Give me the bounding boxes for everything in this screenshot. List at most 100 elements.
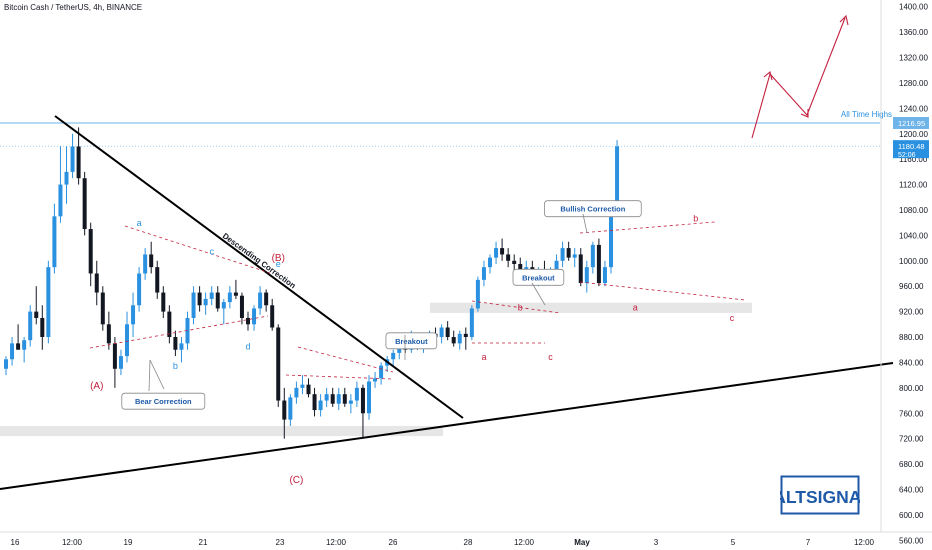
bear-candle (82, 178, 87, 230)
callout-box (544, 200, 642, 218)
callout-pointer (582, 213, 588, 234)
x-tick-label: 12:00 (514, 538, 535, 547)
correction-channel-line (89, 315, 269, 349)
x-tick-label: 7 (806, 538, 811, 547)
bull-candle (4, 359, 8, 369)
support-zone (0, 425, 443, 437)
bear-candle (445, 327, 450, 338)
bear-candle (100, 292, 105, 325)
bear-candle (173, 337, 178, 350)
wave-label: b (518, 302, 523, 312)
bull-candle (125, 324, 129, 357)
bull-candle (379, 365, 384, 379)
bear-candle (578, 254, 583, 284)
bull-candle (300, 384, 305, 388)
bull-candle (584, 267, 589, 284)
y-tick-label: 600.00 (899, 511, 924, 520)
bear-candle (282, 400, 287, 420)
x-tick-label: 3 (654, 538, 659, 547)
x-tick-label: 16 (11, 538, 20, 547)
wave-label: e (276, 259, 281, 269)
y-tick-label: 760.00 (899, 409, 924, 418)
wave-label: c (730, 313, 735, 323)
bull-candle (252, 308, 257, 325)
bull-candle (609, 206, 613, 268)
correction-channel-line (285, 374, 393, 380)
y-tick-label: 880.00 (899, 333, 924, 342)
altsignals-logo: @ALTSIGNALS (756, 475, 884, 515)
y-tick-label: 1320.00 (899, 54, 928, 63)
bear-candle (451, 337, 456, 344)
y-tick-label: 1280.00 (899, 79, 928, 88)
y-tick-label: 960.00 (899, 282, 924, 291)
arrowhead (839, 14, 849, 26)
descending-correction-label: Descending Correction (221, 231, 298, 290)
bear-candle (596, 244, 601, 284)
y-tick-label: 800.00 (899, 384, 924, 393)
y-tick-label: 640.00 (899, 485, 924, 494)
bear-candle (167, 311, 172, 338)
bull-candle (590, 244, 595, 268)
x-tick-label: 19 (124, 538, 133, 547)
wave-label: c (209, 246, 214, 256)
x-tick-label: 5 (731, 538, 736, 547)
bull-candle (46, 267, 51, 338)
x-tick-label: 28 (464, 538, 473, 547)
bull-candle (131, 305, 136, 325)
wave-label: a (633, 302, 638, 312)
wave-label: b (693, 213, 698, 223)
bull-candle (258, 292, 263, 309)
bear-candle (512, 260, 517, 264)
bull-candle (373, 378, 378, 382)
bull-candle (615, 146, 620, 207)
y-tick-label: 1040.00 (899, 231, 928, 240)
y-tick-label: 1080.00 (899, 206, 928, 215)
callout-text: Breakout (522, 273, 555, 282)
bull-candle (179, 343, 184, 350)
bull-candle (560, 248, 565, 261)
bull-candle (391, 352, 396, 360)
bull-candle (481, 267, 486, 280)
bear-candle (76, 146, 81, 179)
bull-candle (324, 394, 329, 401)
bear-candle (40, 317, 45, 338)
bull-candle (10, 343, 15, 360)
descending-trendline (54, 115, 464, 419)
arrowhead (763, 71, 773, 81)
bear-candle (16, 343, 21, 350)
bull-candle (191, 292, 196, 318)
bull-candle (318, 400, 323, 411)
correction-channel-line (579, 281, 746, 301)
wave-label: d (245, 342, 250, 352)
x-tick-label: May (574, 538, 590, 547)
y-tick-label: 1200.00 (899, 130, 928, 139)
y-tick-label: 1240.00 (899, 104, 928, 113)
bull-candle (602, 267, 607, 284)
bull-candle (469, 308, 474, 338)
correction-channel-line (297, 346, 394, 373)
support-zone (430, 302, 752, 313)
ascending-trendline (0, 362, 894, 490)
bull-candle (439, 327, 444, 338)
price-marker-label: 1180.48 (898, 142, 925, 151)
bear-candle (149, 254, 154, 268)
bear-candle (270, 305, 275, 328)
bear-candle (264, 292, 269, 306)
x-tick-label: 23 (276, 538, 285, 547)
watermark-text: @ALTSIGNALS (780, 487, 860, 507)
bull-candle (294, 387, 299, 398)
y-tick-label: 720.00 (899, 435, 924, 444)
bull-candle (488, 257, 492, 268)
chart-title: Bitcoin Cash / TetherUS, 4h, BINANCE (4, 3, 143, 12)
price-marker (893, 116, 929, 129)
bear-candle (155, 267, 160, 293)
bear-candle (88, 229, 93, 274)
bull-candle (494, 248, 499, 258)
callout-text: Breakout (395, 337, 428, 346)
bull-candle (28, 311, 33, 341)
bear-candle (360, 387, 365, 414)
y-tick-label: 560.00 (899, 536, 924, 545)
ath-label: All Time Highs (841, 110, 892, 119)
bull-candle (118, 356, 123, 369)
